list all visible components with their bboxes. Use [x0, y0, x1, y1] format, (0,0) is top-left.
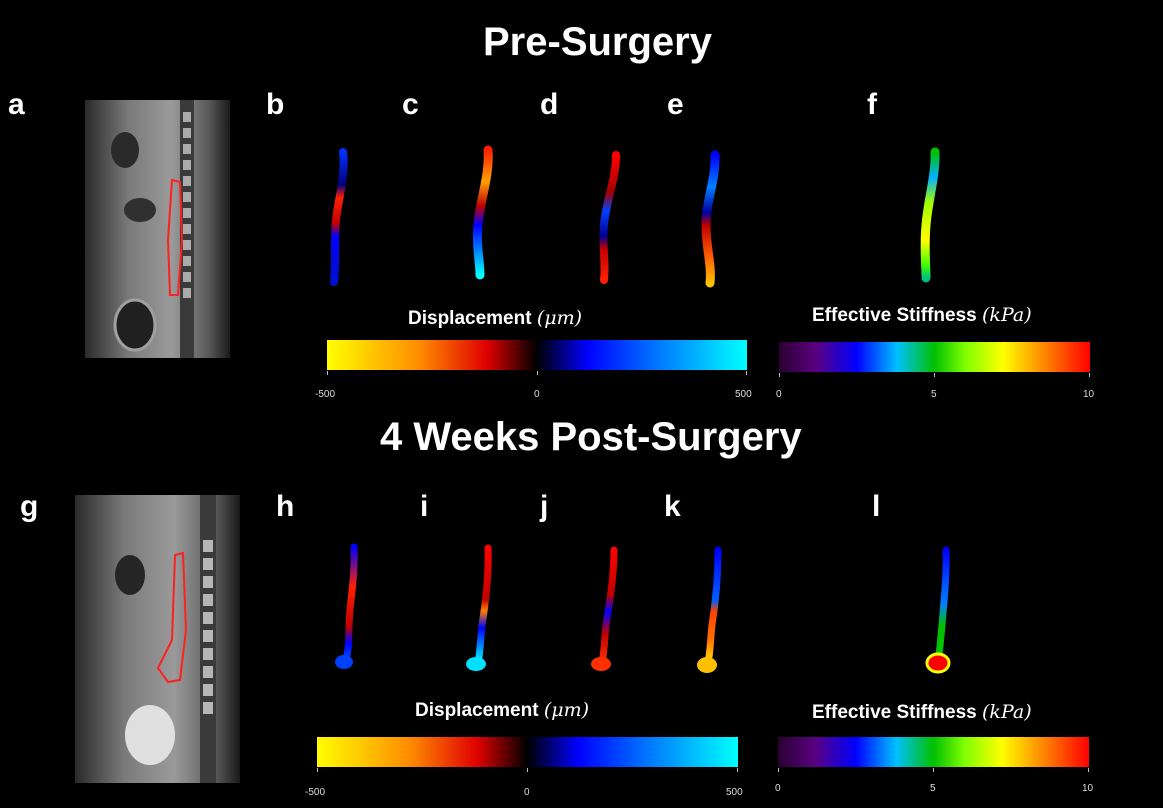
- outline-a: [166, 178, 184, 296]
- strip-j: [598, 546, 618, 666]
- disp-bottom-tick-mid: 0: [524, 787, 530, 798]
- displacement-label-top: Displacement (μm): [408, 307, 583, 329]
- panel-letter-c: c: [402, 88, 419, 121]
- strip-h: [342, 543, 358, 664]
- panel-letter-h: h: [276, 490, 295, 523]
- strip-e: [701, 150, 720, 288]
- strip-k: [704, 546, 722, 666]
- strip-f: [920, 147, 940, 283]
- panel-letter-j: j: [540, 490, 549, 523]
- stiffness-colorbar-bottom: [778, 737, 1089, 767]
- strip-d: [599, 151, 620, 284]
- panel-letter-l: l: [872, 490, 881, 523]
- strip-l: [934, 546, 950, 662]
- disp-bottom-tick-max: 500: [726, 787, 743, 798]
- panel-letter-k: k: [664, 490, 681, 523]
- outline-g: [156, 551, 188, 684]
- panel-letter-i: i: [420, 490, 429, 523]
- panel-letter-b: b: [266, 88, 285, 121]
- strip-c: [472, 145, 493, 280]
- disp-top-tick-min: -500: [315, 389, 336, 400]
- stiff-bottom-tick-min: 0: [775, 783, 781, 794]
- stiff-bottom-tick-max: 10: [1082, 783, 1094, 794]
- title-pre-surgery: Pre-Surgery: [483, 20, 712, 64]
- disp-top-tick-max: 500: [735, 389, 752, 400]
- strip-b: [330, 148, 348, 286]
- mri-image-g: [75, 495, 240, 783]
- displacement-label-bottom: Displacement (μm): [415, 699, 590, 721]
- stiff-top-tick-min: 0: [776, 389, 782, 400]
- disp-top-tick-mid: 0: [534, 389, 540, 400]
- strip-i: [474, 544, 492, 666]
- stiffness-label-top: Effective Stiffness (kPa): [812, 304, 1032, 326]
- stiffness-label-bottom: Effective Stiffness (kPa): [812, 701, 1032, 723]
- panel-letter-g: g: [20, 490, 39, 523]
- stiff-hotspot-l: [925, 652, 951, 674]
- title-post-surgery: 4 Weeks Post-Surgery: [380, 415, 802, 459]
- mri-image-a: [85, 100, 230, 358]
- displacement-colorbar-top: [327, 340, 747, 370]
- panel-letter-a: a: [8, 88, 25, 121]
- displacement-colorbar-bottom: [317, 737, 738, 767]
- panel-letter-f: f: [867, 88, 877, 121]
- panel-letter-d: d: [540, 88, 559, 121]
- panel-letter-e: e: [667, 88, 684, 121]
- disp-bottom-tick-min: -500: [305, 787, 326, 798]
- stiff-top-tick-mid: 5: [931, 389, 937, 400]
- stiff-bottom-tick-mid: 5: [930, 783, 936, 794]
- stiffness-colorbar-top: [779, 342, 1090, 372]
- stiff-top-tick-max: 10: [1083, 389, 1095, 400]
